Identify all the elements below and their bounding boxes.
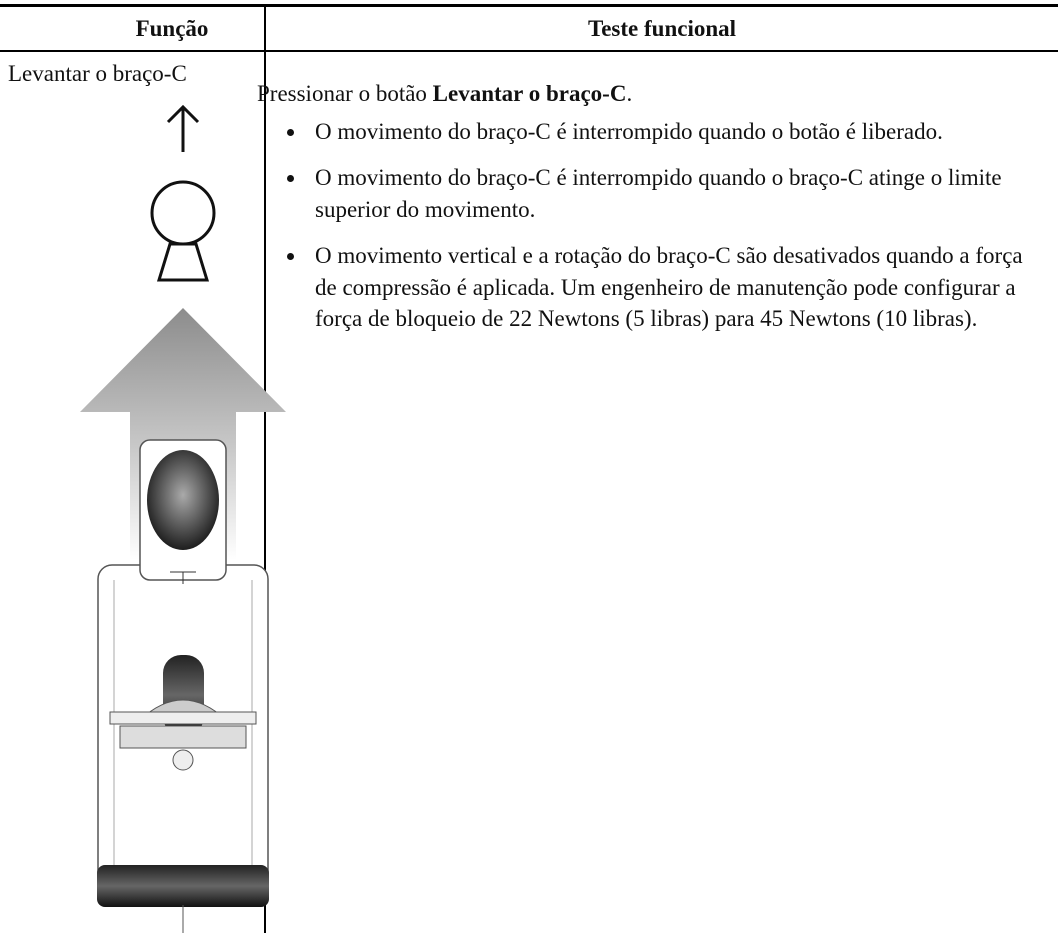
bullet-list: O movimento do braço-C é interrompido qu…: [257, 116, 1037, 335]
header-cell: Teste funcional: [587, 16, 737, 41]
intro-text: .: [626, 81, 633, 106]
intro-bold: Levantar o braço-C: [432, 81, 627, 106]
column-divider: [264, 7, 266, 933]
header-cell: Função: [135, 16, 209, 41]
bullet: O movimento vertical e a rotação do braç…: [257, 240, 1037, 335]
header-rule: [0, 50, 1058, 52]
bullet: O movimento do braço-C é interrompido qu…: [257, 116, 1037, 148]
test-cell: Pressionar o botão Levantar o braço-C. O…: [257, 78, 1047, 350]
intro: Pressionar o botão Levantar o braço-C.: [257, 78, 1047, 110]
function-name: Levantar o braço-C: [8, 61, 187, 86]
intro-text: Pressionar o botão: [257, 81, 433, 106]
bullet: O movimento do braço-C é interrompido qu…: [257, 162, 1037, 225]
top-rule: [0, 4, 1058, 7]
illustration: [80, 104, 286, 933]
